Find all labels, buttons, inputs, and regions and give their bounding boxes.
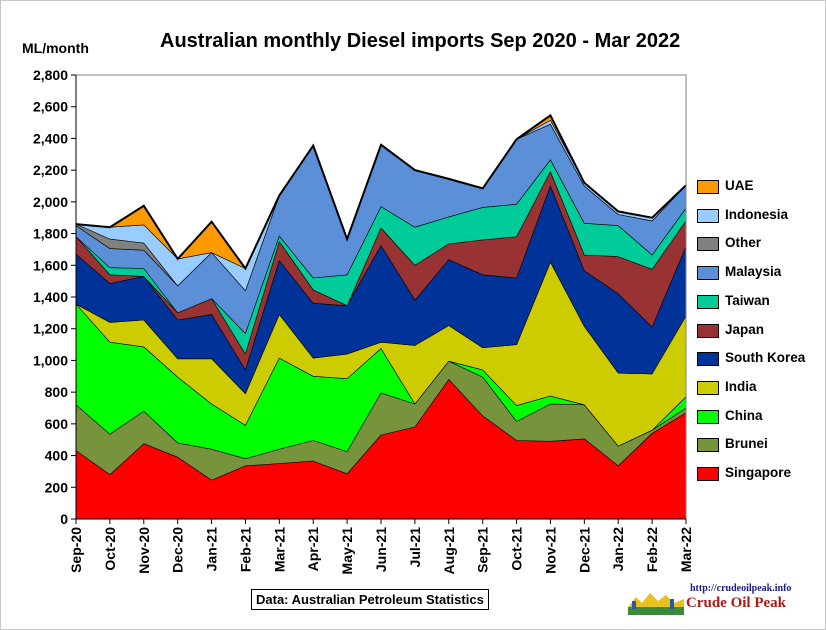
legend-swatch: [697, 352, 719, 367]
logo-url: http://crudeoilpeak.info: [690, 583, 792, 594]
y-tick-label: 1,400: [33, 289, 68, 305]
y-tick-label: 2,400: [33, 130, 68, 146]
y-tick-label: 2,000: [33, 194, 68, 210]
y-axis-unit-label: ML/month: [22, 40, 89, 56]
x-tick-label: Mar-21: [271, 527, 287, 572]
legend-swatch: [697, 266, 719, 281]
x-tick-label: Sep-21: [475, 527, 491, 573]
y-tick-label: 400: [45, 448, 69, 464]
legend-swatch: [697, 294, 719, 309]
legend-swatch: [697, 409, 719, 424]
y-tick-label: 2,800: [33, 67, 68, 83]
legend-label: South Korea: [725, 350, 806, 366]
x-tick-label: Oct-20: [102, 527, 118, 571]
legend-label: Malaysia: [725, 264, 782, 280]
x-tick-label: Nov-21: [542, 527, 558, 574]
legend-swatch: [697, 208, 719, 223]
legend-swatch: [697, 180, 719, 194]
legend-swatch: [697, 323, 719, 338]
legend-label: Japan: [725, 321, 765, 337]
x-tick-label: Oct-21: [509, 527, 525, 571]
legend-label: Brunei: [725, 436, 768, 452]
total-outline: [75, 113, 687, 271]
legend-label: UAE: [725, 178, 754, 193]
x-tick-label: Jan-21: [204, 527, 220, 572]
x-tick-label: May-21: [339, 527, 355, 575]
x-tick-label: Apr-21: [305, 527, 321, 572]
y-tick-label: 600: [45, 416, 69, 432]
legend-label: Singapore: [725, 465, 792, 480]
legend-label: Other: [725, 235, 762, 251]
legend-label: India: [725, 378, 757, 394]
y-tick-label: 1,800: [33, 226, 68, 242]
legend-swatch: [697, 380, 719, 395]
x-tick-label: Sep-20: [68, 527, 84, 573]
x-tick-label: Dec-21: [576, 527, 592, 573]
x-tick-label: Mar-22: [678, 527, 694, 572]
x-tick-label: Jun-21: [373, 527, 389, 572]
logo-landscape-icon: [628, 593, 684, 615]
crude-oil-peak-logo: http://crudeoilpeak.info Crude Oil Peak: [628, 583, 792, 617]
y-tick-label: 1,200: [33, 321, 68, 337]
y-tick-label: 2,200: [33, 162, 68, 178]
x-tick-label: Nov-20: [136, 527, 152, 574]
logo-name: Crude Oil Peak: [686, 595, 786, 611]
x-tick-label: Jul-21: [407, 527, 423, 568]
x-tick-label: Feb-22: [644, 527, 660, 572]
y-tick-label: 1,000: [33, 352, 68, 368]
legend-swatch: [697, 467, 719, 481]
y-tick-label: 0: [60, 511, 68, 527]
x-tick-label: Feb-21: [237, 527, 253, 572]
legend-swatch: [697, 438, 719, 453]
chart-title: Australian monthly Diesel imports Sep 20…: [160, 30, 681, 52]
legend-label: Taiwan: [725, 292, 770, 308]
legend-swatch: [697, 237, 719, 252]
data-source-note: Data: Australian Petroleum Statistics: [251, 589, 489, 610]
x-tick-label: Jan-22: [610, 527, 626, 572]
legend-label: Indonesia: [725, 206, 789, 222]
y-tick-label: 1,600: [33, 257, 68, 273]
y-tick-label: 200: [45, 479, 69, 495]
y-tick-label: 800: [45, 384, 69, 400]
x-tick-label: Dec-20: [170, 527, 186, 573]
x-tick-label: Aug-21: [441, 527, 457, 575]
legend-label: China: [725, 407, 763, 423]
y-tick-label: 2,600: [33, 99, 68, 115]
